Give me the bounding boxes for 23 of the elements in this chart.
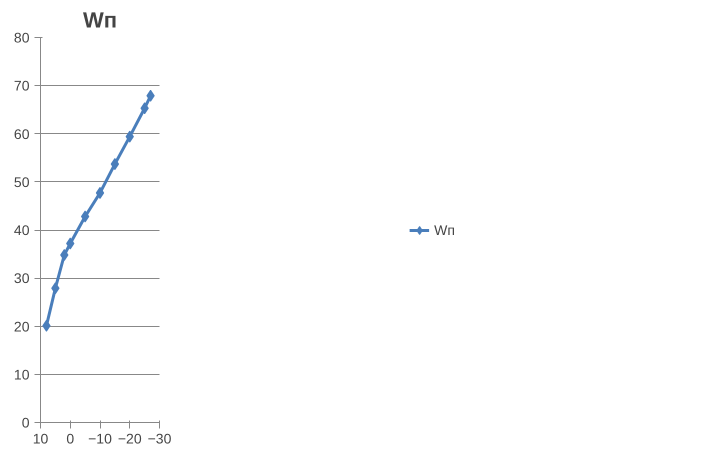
y-tick-label: 60 (14, 126, 30, 142)
point (110, 158, 120, 170)
y-tick-label: 0 (22, 414, 30, 430)
x-tick-label: 0 (66, 430, 74, 446)
x-tick-label: −10 (88, 430, 112, 446)
legend-label: Wп (434, 222, 455, 238)
y-tick-label: 40 (14, 222, 30, 238)
point (96, 186, 104, 199)
point (140, 102, 149, 114)
x-tick-label: 10 (32, 430, 48, 446)
point (51, 282, 60, 294)
point (80, 210, 90, 223)
point (42, 320, 51, 332)
y-tick-label: 80 (14, 30, 30, 46)
y-tick-label: 10 (14, 366, 30, 382)
point (146, 90, 155, 102)
y-tick-label: 50 (14, 174, 30, 190)
y-tick-label: 20 (14, 318, 30, 334)
x-tick-label: −30 (148, 430, 172, 446)
chart-title: Wп (82, 8, 118, 32)
x-tick-label: −20 (118, 430, 142, 446)
y-tick-label: 30 (14, 270, 30, 286)
y-tick-label: 70 (14, 78, 30, 94)
